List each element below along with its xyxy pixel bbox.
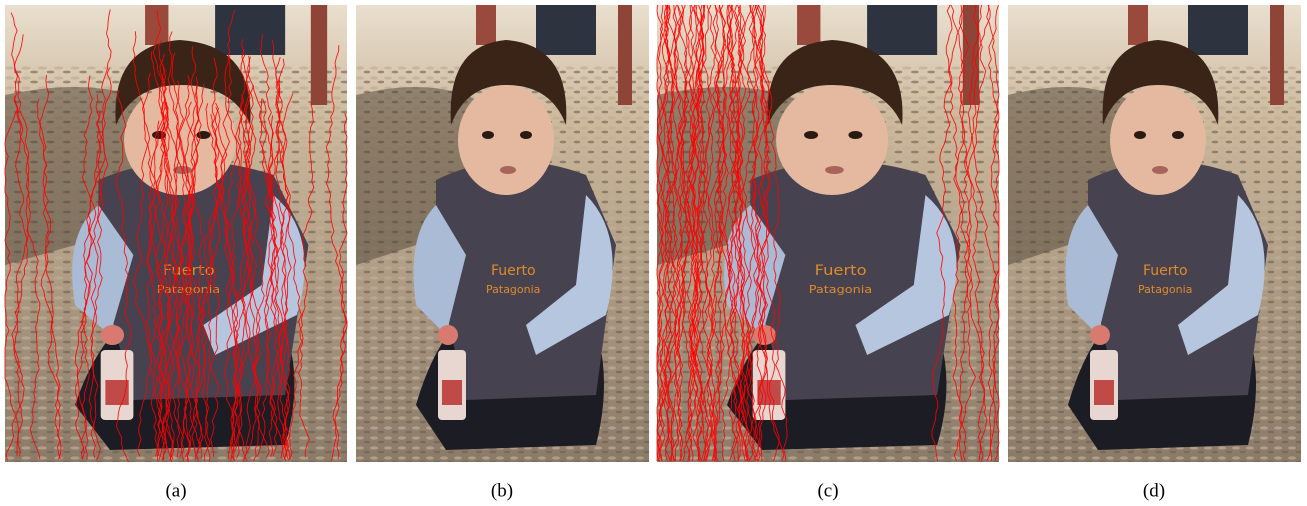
- seam: [759, 4, 788, 462]
- seam: [743, 4, 762, 462]
- seam: [191, 57, 224, 461]
- seam: [252, 84, 282, 457]
- seam: [662, 4, 684, 462]
- seam: [115, 89, 132, 462]
- seam: [678, 4, 703, 462]
- seam: [4, 96, 19, 457]
- seam: [184, 84, 201, 457]
- caption: (a): [165, 480, 186, 501]
- seam: [736, 4, 765, 462]
- seam: [87, 94, 101, 461]
- seam: [707, 4, 729, 462]
- seam: [972, 4, 997, 462]
- seam: [656, 4, 680, 462]
- seam: [149, 120, 163, 457]
- seam: [961, 4, 983, 462]
- seam: [152, 10, 174, 461]
- seam: [132, 31, 175, 458]
- seam: [687, 4, 706, 462]
- seam: [958, 4, 972, 462]
- seam: [663, 4, 684, 462]
- seam: [720, 4, 739, 462]
- seam: [132, 72, 153, 457]
- seam: [691, 4, 705, 462]
- seam: [236, 53, 261, 462]
- seam: [175, 101, 199, 462]
- seams: [4, 9, 348, 463]
- seam: [729, 4, 751, 462]
- seams: [656, 4, 1000, 462]
- seam: [5, 34, 29, 461]
- photo: [356, 5, 649, 462]
- seam: [243, 103, 265, 458]
- seam: [167, 31, 195, 458]
- photo: [5, 5, 347, 462]
- seam: [750, 4, 768, 462]
- seam: [735, 4, 750, 462]
- caption: (b): [491, 480, 513, 501]
- seam: [728, 4, 752, 462]
- seam: [965, 4, 991, 462]
- seam: [950, 4, 988, 462]
- seam: [717, 5, 742, 462]
- seam: [656, 4, 668, 462]
- seam: [666, 4, 685, 462]
- seam: [948, 4, 965, 462]
- seam: [19, 110, 41, 460]
- seam: [204, 113, 223, 462]
- seam: [184, 103, 221, 458]
- seam: [735, 4, 760, 462]
- seam: [700, 4, 740, 462]
- caption: (c): [817, 480, 838, 501]
- seam: [298, 103, 315, 458]
- seam: [279, 93, 294, 460]
- seam: [171, 52, 211, 461]
- seam: [263, 58, 287, 461]
- seam: [203, 102, 220, 458]
- seam: [167, 76, 202, 462]
- seam: [235, 56, 255, 459]
- seam: [269, 78, 288, 457]
- seam: [669, 4, 706, 462]
- seam: [986, 4, 1000, 462]
- seam: [711, 4, 734, 462]
- seam: [275, 56, 304, 460]
- photo: [1008, 5, 1301, 462]
- seam: [331, 112, 348, 462]
- seam: [931, 4, 953, 462]
- seam: [726, 4, 755, 462]
- seam: [223, 55, 238, 458]
- seam: [688, 4, 717, 462]
- seam: [76, 9, 112, 460]
- seam: [756, 4, 785, 462]
- seam: [145, 51, 168, 460]
- seam: [36, 99, 62, 460]
- seam: [685, 4, 702, 462]
- seam: [227, 94, 244, 462]
- seam: [260, 34, 290, 461]
- seam: [755, 4, 780, 462]
- caption: (d): [1143, 480, 1165, 501]
- seam: [156, 53, 173, 457]
- seam: [175, 80, 203, 459]
- seam: [325, 45, 348, 460]
- seam: [235, 124, 252, 462]
- seam: [256, 115, 278, 458]
- seam: [190, 46, 204, 461]
- seam: [242, 55, 270, 458]
- seam: [10, 12, 30, 457]
